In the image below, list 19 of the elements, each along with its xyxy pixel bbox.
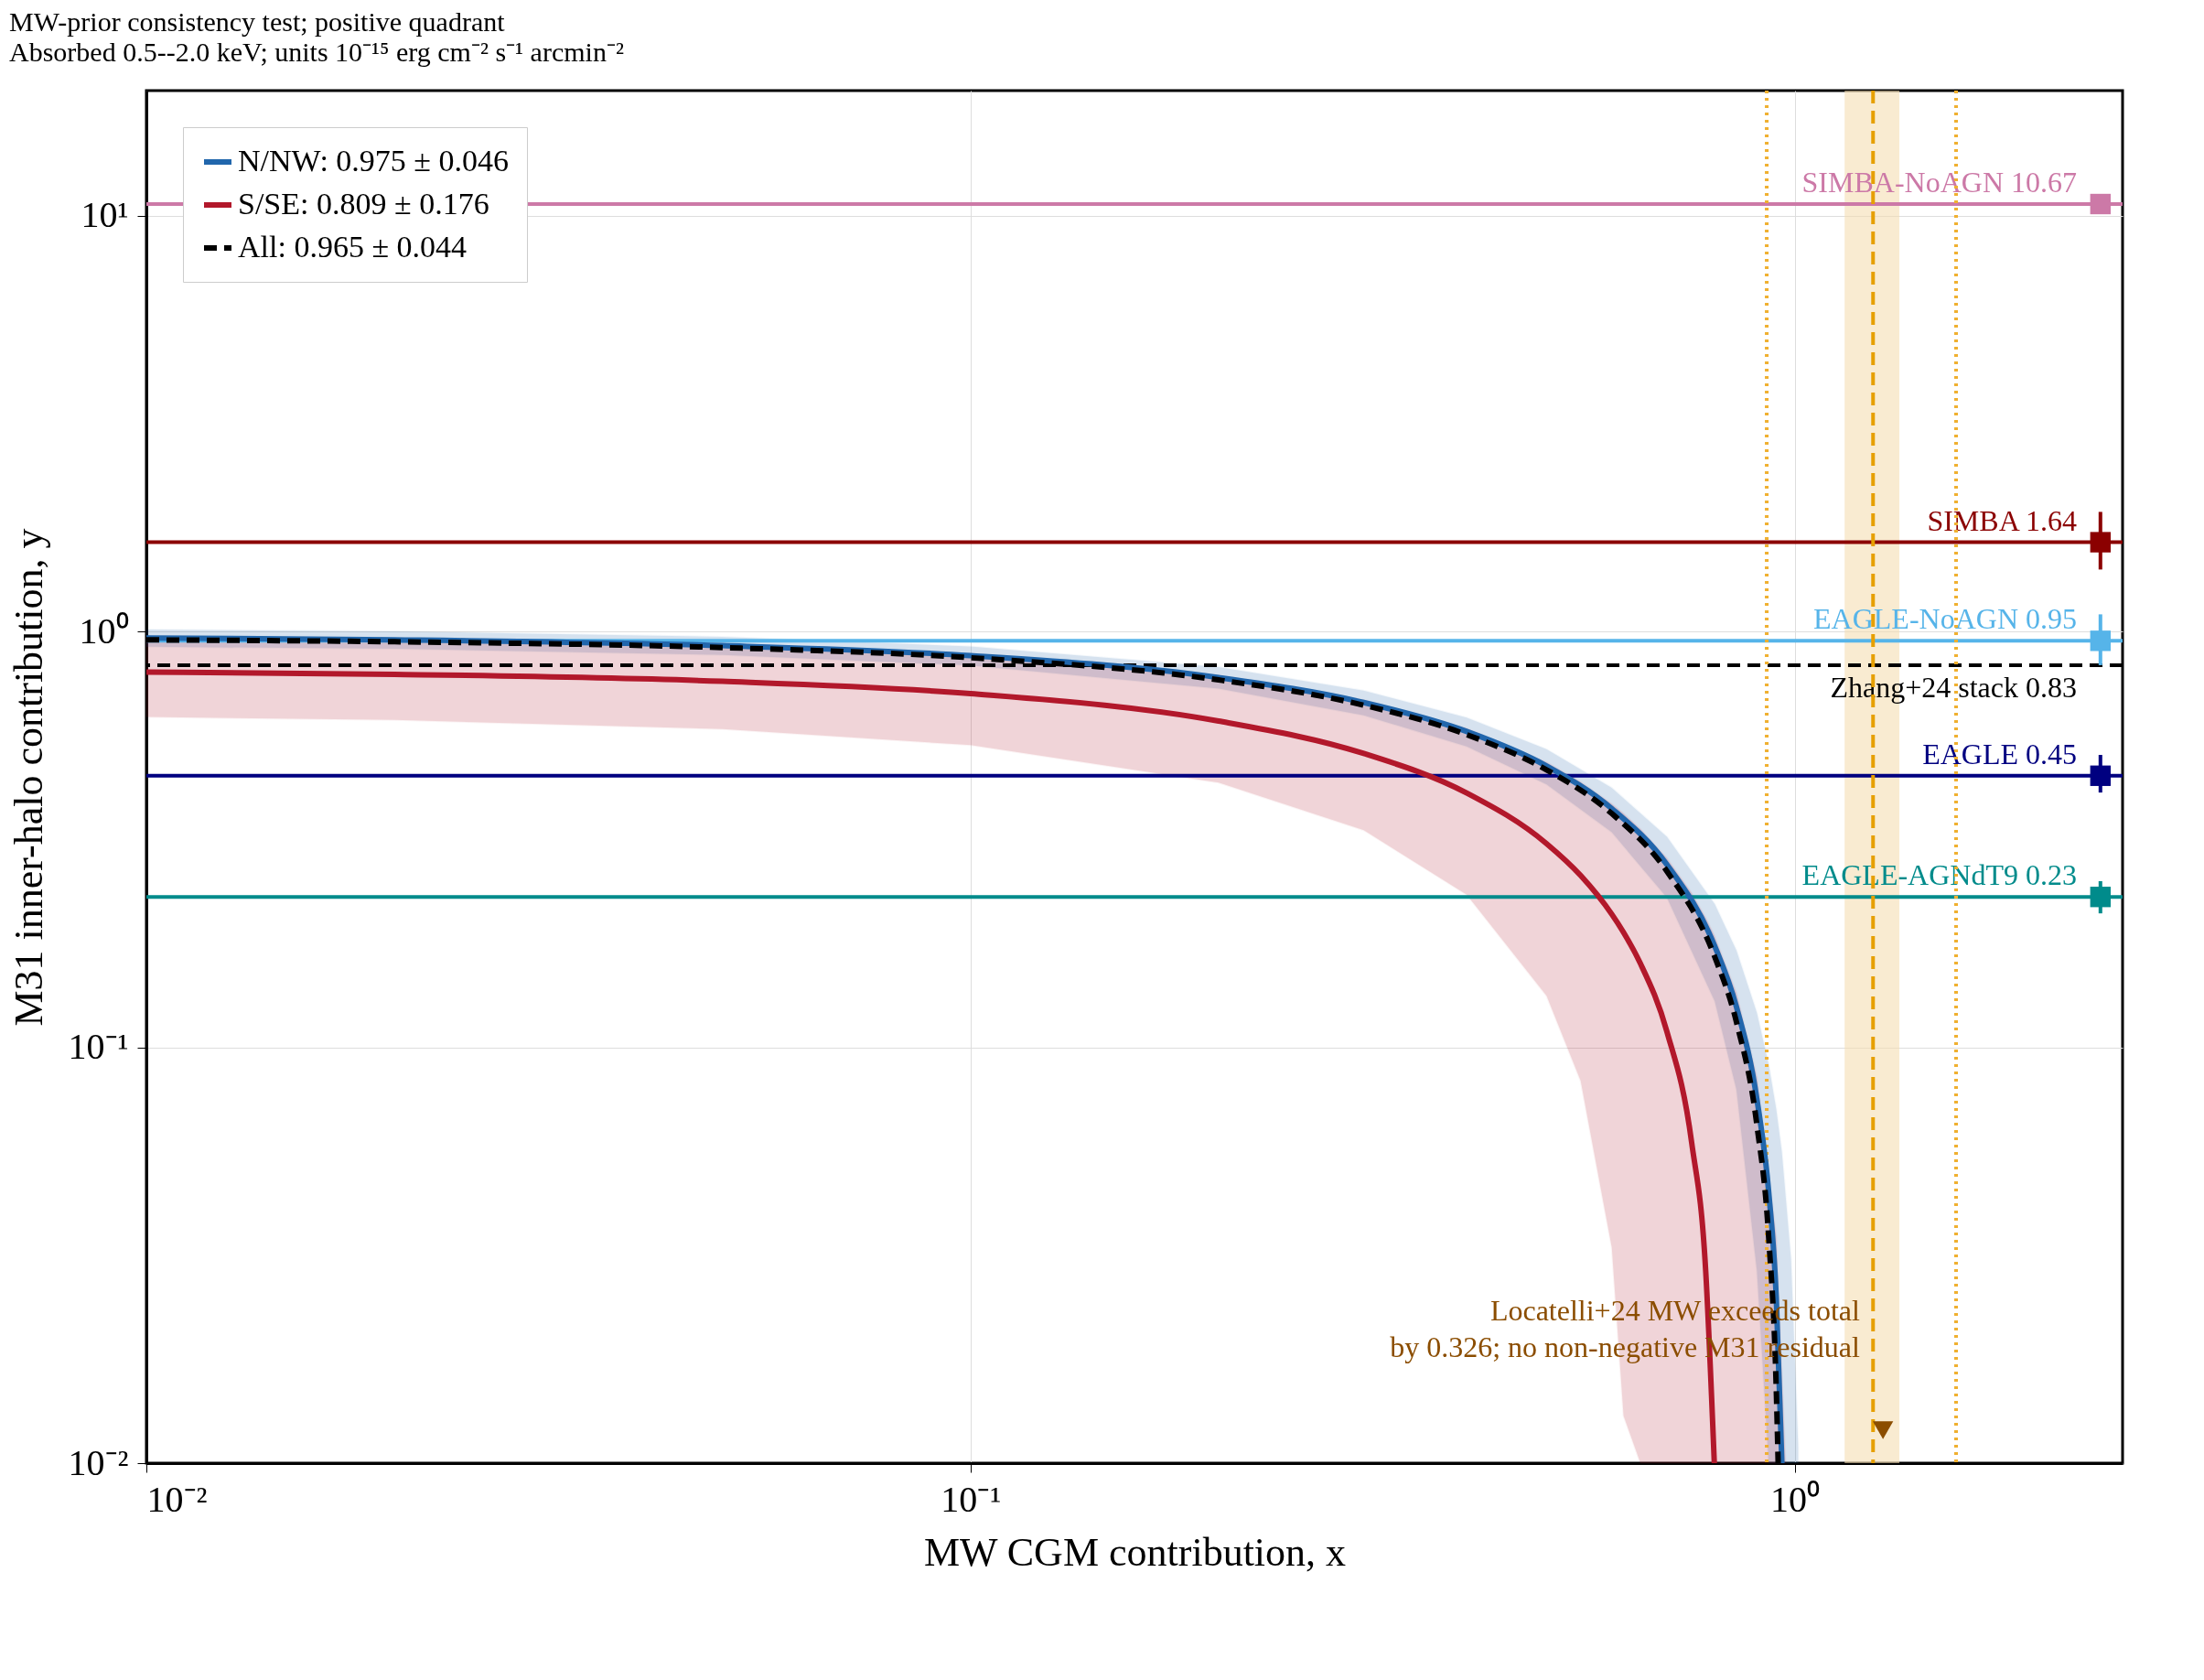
y-axis-title: M31 inner-halo contribution, y	[5, 528, 51, 1027]
ref-line-label: SIMBA 1.64	[1927, 503, 2077, 537]
x-tick-label: 10⁻¹	[941, 1478, 1002, 1520]
legend-label: S/SE: 0.809 ± 0.176	[238, 187, 489, 221]
ref-line-label: EAGLE-AGNdT9 0.23	[1801, 858, 2077, 892]
x-axis-title: MW CGM contribution, x	[923, 1529, 1347, 1575]
legend-label: All: 0.965 ± 0.044	[238, 230, 468, 264]
y-tick-label: 10¹	[81, 194, 129, 236]
chart-subtitle: Absorbed 0.5--2.0 keV; units 10⁻¹⁵ erg cm⁻² s⁻¹ arcmin⁻²	[9, 37, 624, 67]
y-tick-label: 10⁻¹	[68, 1026, 129, 1068]
chart-title: MW-prior consistency test; positive quadrant	[9, 6, 506, 37]
y-tick-label: 10⁻²	[68, 1441, 129, 1483]
x-tick-label: 10⁰	[1770, 1478, 1821, 1520]
x-tick-label: 10⁻²	[146, 1478, 208, 1520]
ref-line-label: SIMBA-NoAGN 10.67	[1801, 165, 2077, 199]
y-tick-label: 10⁰	[79, 609, 129, 652]
ref-line-label: Zhang+24 stack 0.83	[1830, 670, 2077, 704]
legend-label: N/NW: 0.975 ± 0.046	[238, 144, 509, 178]
ref-line-label: EAGLE 0.45	[1922, 737, 2077, 770]
